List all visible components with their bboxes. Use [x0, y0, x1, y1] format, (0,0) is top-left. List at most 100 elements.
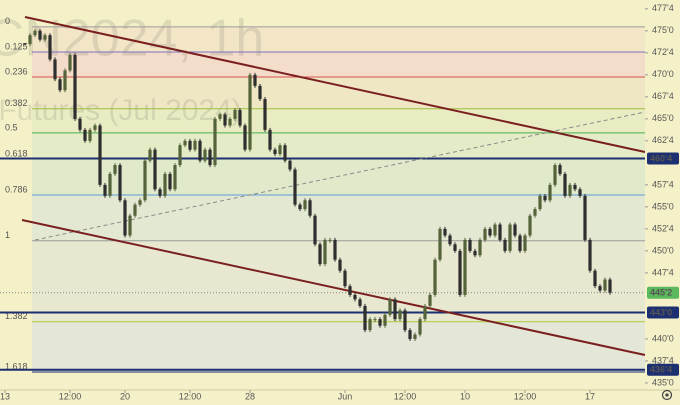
candle-body [173, 165, 177, 190]
candle-body [288, 160, 292, 170]
candle-body [493, 224, 497, 236]
settings-icon[interactable] [661, 389, 673, 401]
candle-body [428, 294, 432, 306]
fib-label: 0.125 [5, 41, 28, 51]
candle-body [538, 195, 542, 210]
candle-body [568, 184, 572, 196]
fib-band [32, 158, 645, 195]
candle-body [463, 239, 467, 295]
candle-body [63, 70, 67, 91]
candle-body [608, 279, 612, 293]
candle-body [123, 200, 127, 236]
price-box [647, 152, 679, 165]
candle-body [553, 165, 557, 185]
candle-body [248, 74, 252, 150]
candle-body [388, 299, 392, 315]
candle-body [198, 140, 202, 161]
candle-body [368, 319, 372, 331]
candle-body [418, 319, 422, 335]
candle-body [333, 239, 337, 260]
candle-body [503, 239, 507, 251]
y-tick-label: 467'4 [652, 91, 674, 101]
price-box [647, 286, 679, 299]
axes: 477'4 475'0 472'4 470'0 467'4 465'0 462'4 457'4… [0, 3, 679, 401]
candle-body [88, 129, 92, 141]
fib-band [32, 132, 645, 159]
fib-label: 0.382 [5, 98, 28, 108]
candle-body [558, 165, 562, 174]
candle-body [203, 149, 207, 161]
candle-body [383, 314, 387, 326]
candle-body [268, 129, 272, 150]
candle-body [328, 239, 332, 241]
y-tick-label: 440'0 [652, 333, 674, 343]
settings-icon-dot [665, 393, 669, 397]
candle-body [48, 35, 52, 60]
candle-body [133, 204, 137, 216]
candle-body [128, 215, 132, 236]
candle-body [33, 30, 37, 36]
candle-body [453, 244, 457, 251]
x-tick-label: 12:00 [59, 391, 82, 401]
candle-body [498, 224, 502, 240]
candle-body [263, 99, 267, 130]
x-tick-label: 12:00 [179, 391, 202, 401]
candle-body [603, 279, 607, 291]
candle-body [98, 125, 102, 185]
candle-body [108, 173, 112, 196]
y-tick-label: 475'0 [652, 25, 674, 35]
candle-body [103, 184, 107, 196]
fib-bands [32, 26, 645, 372]
fib-label: 1.618 [5, 361, 28, 371]
candle-body [478, 239, 482, 256]
price-box [647, 363, 679, 376]
candle-body [598, 286, 602, 291]
candle-body [188, 140, 192, 150]
candle-body [373, 319, 377, 321]
candle-body [233, 110, 237, 119]
price-box-label: 436'4 [650, 365, 672, 375]
candle-body [273, 149, 277, 155]
candle-body [213, 118, 217, 166]
candle-body [438, 228, 442, 260]
candle-body [218, 114, 222, 119]
candle-body [468, 239, 472, 251]
candle-body [353, 294, 357, 300]
candle-body [193, 140, 197, 150]
x-tick-label: 20 [120, 391, 130, 401]
candle-body [508, 224, 512, 251]
candle-body [393, 299, 397, 320]
candle-body [78, 118, 82, 130]
candle-body [178, 145, 182, 166]
y-tick-label: 462'4 [652, 135, 674, 145]
candle-body [208, 149, 212, 166]
fib-label: 0.618 [5, 148, 28, 158]
price-box-label: 445'2 [650, 288, 672, 298]
y-tick-label: 472'4 [652, 47, 674, 57]
candle-body [163, 173, 167, 196]
candle-body [543, 195, 547, 201]
candle-body [238, 110, 242, 126]
candle-body [473, 250, 477, 256]
candle-body [548, 184, 552, 201]
candle-body [413, 334, 417, 339]
y-tick-label: 470'0 [652, 69, 674, 79]
candle-body [143, 160, 147, 201]
candle-body [298, 204, 302, 210]
candle-body [403, 310, 407, 331]
candle-body [278, 145, 282, 155]
candle-body [523, 235, 527, 251]
candle-body [223, 114, 227, 126]
candle-body [348, 286, 352, 295]
fib-band [32, 77, 645, 109]
fib-label: 0 [5, 16, 10, 26]
x-tick-label: 12:00 [514, 391, 537, 401]
candle-body [293, 169, 297, 205]
candle-body [283, 145, 287, 161]
fib-band [32, 321, 645, 372]
x-tick-label: 13 [0, 391, 10, 401]
candle-body [118, 165, 122, 201]
y-tick-label: 447'4 [652, 267, 674, 277]
